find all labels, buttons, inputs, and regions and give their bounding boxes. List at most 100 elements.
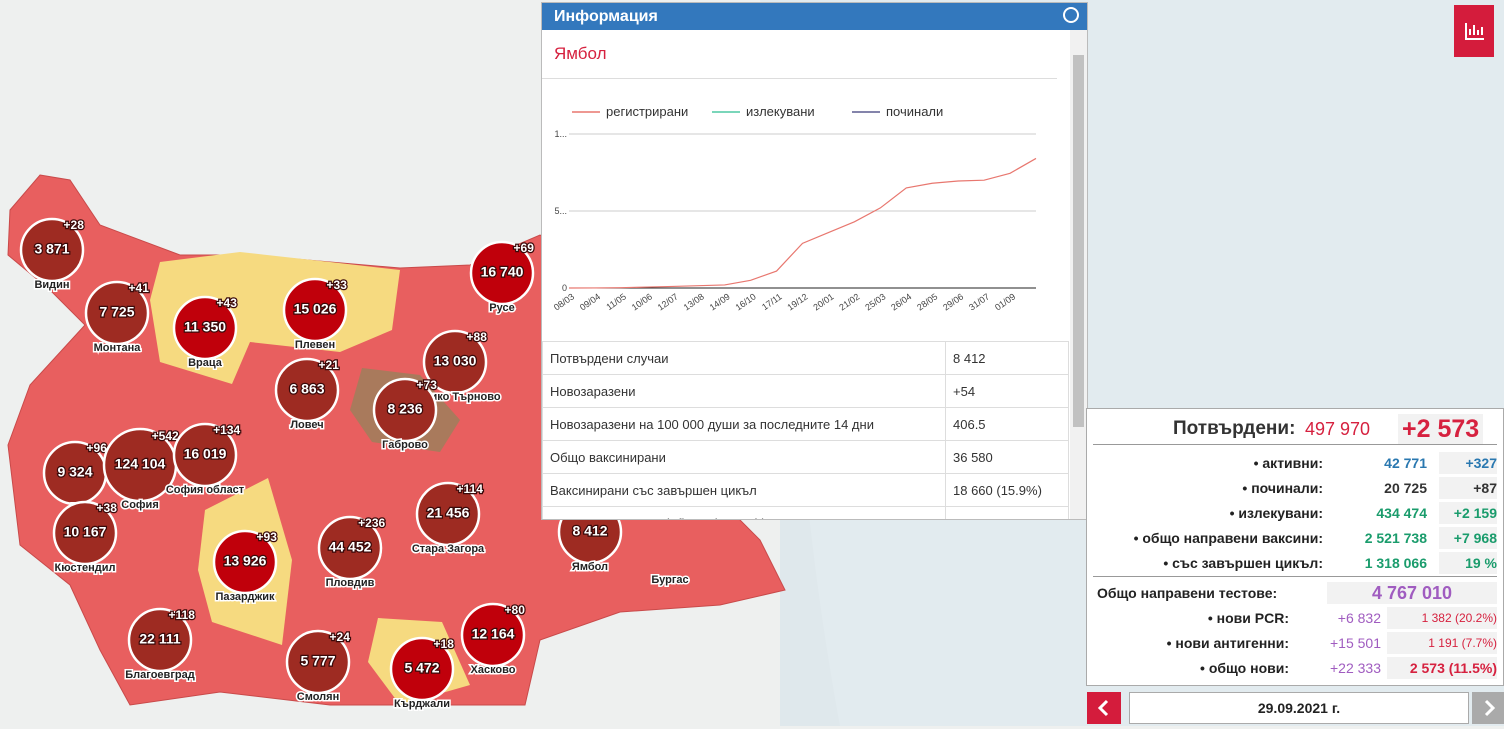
marker-value: 8 236 — [387, 401, 422, 417]
marker-name: Стара Загора — [412, 543, 485, 555]
marker-value: 5 777 — [300, 653, 335, 669]
stat-value: 1 318 066 — [1364, 555, 1427, 571]
marker-circle — [52, 500, 118, 566]
marker-circle — [415, 481, 481, 547]
marker-circle — [212, 529, 278, 595]
stat-delta: +327 — [1439, 452, 1497, 474]
x-tick-label: 29/06 — [941, 291, 965, 312]
marker-delta: +88 — [467, 330, 488, 344]
x-tick-label: 28/05 — [915, 291, 939, 312]
marker: 8 236 +73 Габрово — [372, 377, 438, 452]
next-button[interactable] — [1472, 692, 1504, 724]
x-tick-label: 17/11 — [760, 291, 784, 312]
marker-delta: +114 — [457, 482, 484, 496]
marker: 16 019 +134 София област — [164, 422, 246, 498]
scrollbar[interactable] — [1070, 30, 1087, 519]
test-row: • нови антигенни: +15 501 1 191 (7.7%) — [1087, 632, 1503, 654]
cell-value: 36 580 — [945, 440, 1069, 474]
legend-label: излекувани — [746, 104, 815, 119]
marker-circle — [317, 515, 383, 581]
tests-row: Общо направени тестове: 4 767 010 — [1087, 582, 1503, 604]
close-button[interactable] — [1063, 7, 1079, 23]
x-tick-label: 10/06 — [630, 291, 654, 312]
stat-delta: +87 — [1439, 477, 1497, 499]
cell-value: 8 412 — [945, 341, 1069, 375]
marker-delta: +93 — [257, 530, 278, 544]
x-tick-label: 19/12 — [785, 291, 809, 312]
y-tick-label: 0 — [562, 283, 567, 293]
stat-label: • починали: — [1242, 480, 1323, 496]
marker: 124 104 +542 София — [102, 427, 180, 512]
cell-label: Ваксинирани със завършен цикъл — [542, 473, 946, 507]
date-nav: 29.09.2021 г. — [1087, 690, 1504, 726]
marker-circle — [469, 240, 535, 306]
marker-value: 5 472 — [404, 660, 439, 676]
chart-icon — [1465, 23, 1484, 40]
marker-delta: +134 — [213, 423, 240, 437]
x-tick-label: 14/09 — [708, 291, 732, 312]
stat-row: • починали: 20 725 +87 — [1087, 477, 1503, 499]
table-row: Ваксинирани със завършен цикъл 18 660 (15… — [542, 473, 1069, 507]
info-table: Потвърдени случаи 8 412 Новозаразени +54 Нов… — [542, 341, 1069, 519]
popup-title: Информация — [554, 8, 658, 25]
marker: 13 926 +93 Пазарджик — [212, 529, 278, 604]
marker: 5 472 +18 Кърджали — [389, 636, 455, 711]
marker: 16 740 +69 Русе — [469, 240, 535, 315]
x-tick-label: 16/10 — [734, 291, 758, 312]
test-label: • общо нови: — [1200, 660, 1289, 676]
cell-label: Потвърдени случаи — [542, 341, 946, 375]
test-row: • нови PCR: +6 832 1 382 (20.2%) — [1087, 607, 1503, 629]
date: 29.09.2021 г. — [1129, 692, 1469, 724]
stat-value: 2 521 738 — [1364, 530, 1427, 546]
marker-delta: +18 — [434, 637, 455, 651]
x-tick-label: 31/07 — [967, 291, 991, 312]
marker-circle — [282, 277, 348, 343]
marker-name: Габрово — [382, 439, 428, 451]
marker-delta: +38 — [97, 501, 118, 515]
marker-value: 6 863 — [289, 381, 324, 397]
stat-row: • активни: 42 771 +327 — [1087, 452, 1503, 474]
marker-circle — [460, 602, 526, 668]
marker-value: 8 412 — [572, 523, 607, 539]
tests-value: 4 767 010 — [1327, 582, 1497, 604]
marker-name: Ямбол — [572, 561, 608, 573]
marker-name: Кърджали — [394, 698, 450, 710]
tests-label: Общо направени тестове: — [1097, 585, 1278, 601]
marker: 12 164 +80 Хасково — [460, 602, 526, 677]
marker-delta: +69 — [514, 241, 535, 255]
marker-name: Бургас — [651, 574, 688, 586]
marker-delta: +118 — [169, 608, 196, 622]
marker-value: 10 167 — [64, 524, 107, 540]
scroll-thumb[interactable] — [1073, 55, 1084, 427]
marker-name: Видин — [34, 279, 69, 291]
series-line — [568, 157, 1037, 289]
marker-value: 11 350 — [184, 319, 226, 335]
chart-button[interactable] — [1454, 5, 1494, 57]
prev-button[interactable] — [1087, 692, 1121, 724]
test-value: +6 832 — [1337, 610, 1381, 626]
marker-delta: +73 — [417, 378, 438, 392]
marker-value: 22 111 — [139, 631, 180, 647]
x-tick-label: 21/02 — [837, 291, 861, 312]
marker: 10 167 +38 Кюстендил — [52, 500, 118, 575]
x-tick-label: 09/04 — [578, 291, 602, 312]
marker-circle — [389, 636, 455, 702]
table-row: Новозаразени на 100 000 души за последни… — [542, 407, 1069, 441]
marker: 9 324+96П — [42, 440, 108, 515]
marker-name: София — [121, 499, 158, 511]
cell-label: Новозаразени — [542, 374, 946, 408]
cell-value: +115 — [945, 506, 1069, 519]
marker-delta: +80 — [505, 603, 526, 617]
divider — [1093, 576, 1497, 577]
marker-name: Кюстендил — [55, 562, 116, 574]
cell-value: +54 — [945, 374, 1069, 408]
cell-label: Новозаразени на 100 000 души за последни… — [542, 407, 946, 441]
markers: 3 871 +28 Видин 7 725 +41 Монтана 11 350 +43 Вра… — [19, 217, 690, 711]
x-tick-label: 11/05 — [604, 291, 628, 312]
x-tick-label: 25/03 — [863, 291, 887, 312]
marker: 21 456 +114 Стара Загора — [410, 481, 486, 557]
marker-circle — [172, 295, 238, 361]
x-tick-label: 01/09 — [993, 291, 1017, 312]
stat-value: 20 725 — [1384, 480, 1427, 496]
